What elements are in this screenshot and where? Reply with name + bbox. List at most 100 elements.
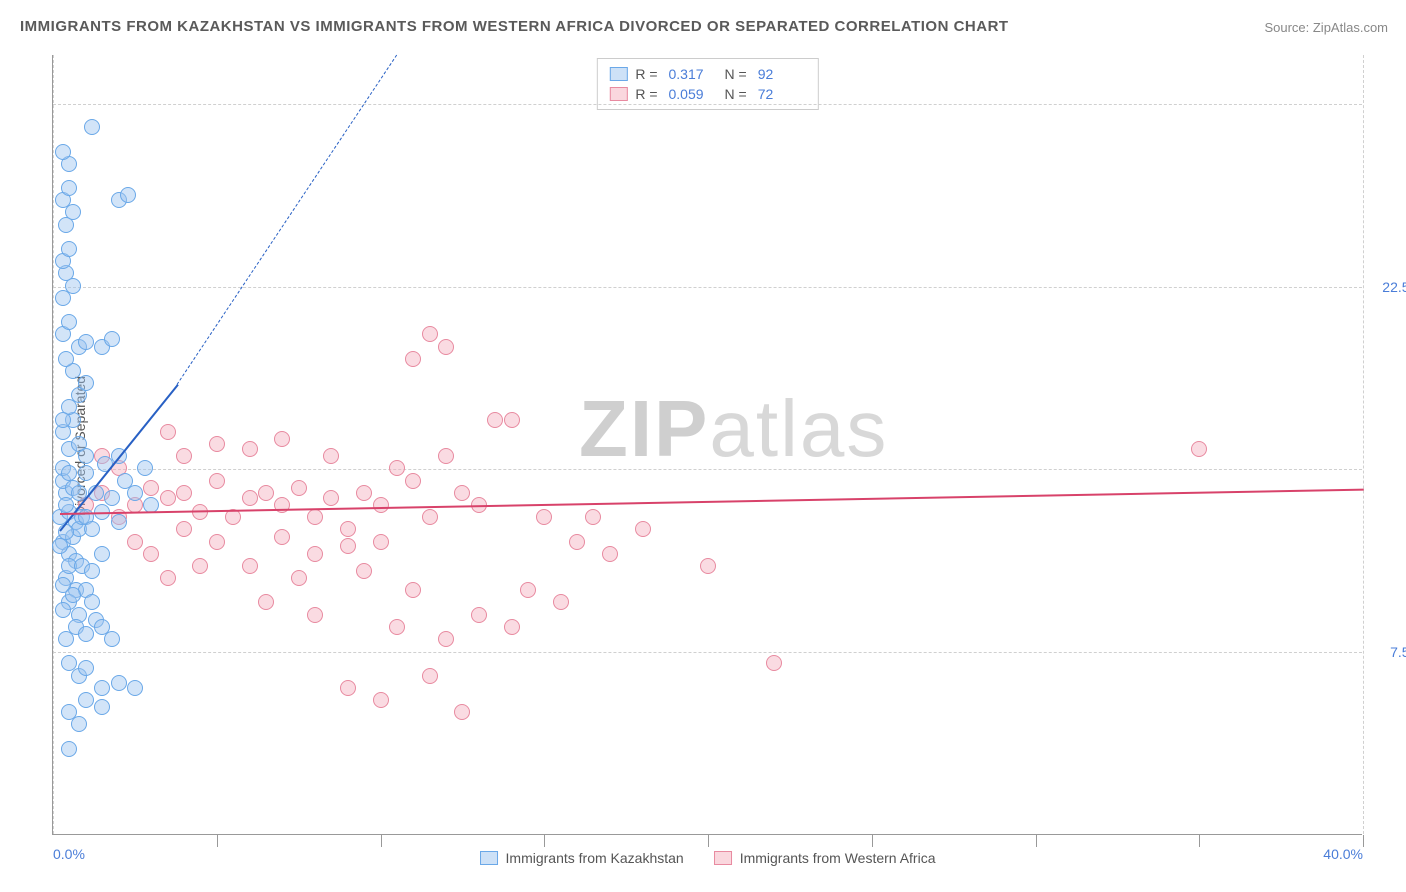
scatter-point-kazakhstan — [84, 119, 100, 135]
gridline-v — [53, 55, 54, 834]
scatter-point-western_africa — [356, 485, 372, 501]
scatter-point-western_africa — [553, 594, 569, 610]
scatter-point-kazakhstan — [111, 514, 127, 530]
swatch-pink-icon — [609, 87, 627, 101]
scatter-point-western_africa — [405, 351, 421, 367]
watermark-zip: ZIP — [579, 384, 709, 473]
scatter-point-kazakhstan — [78, 465, 94, 481]
scatter-point-western_africa — [373, 534, 389, 550]
scatter-point-western_africa — [274, 529, 290, 545]
swatch-blue-icon — [480, 851, 498, 865]
scatter-point-western_africa — [323, 448, 339, 464]
r-value-western-africa: 0.059 — [669, 86, 717, 102]
scatter-point-kazakhstan — [58, 351, 74, 367]
scatter-point-kazakhstan — [111, 675, 127, 691]
scatter-point-western_africa — [487, 412, 503, 428]
swatch-pink-icon — [714, 851, 732, 865]
scatter-point-kazakhstan — [84, 521, 100, 537]
scatter-point-western_africa — [373, 692, 389, 708]
x-tick — [872, 835, 873, 847]
correlation-legend: R = 0.317 N = 92 R = 0.059 N = 72 — [596, 58, 818, 110]
x-tick — [1363, 835, 1364, 847]
scatter-point-western_africa — [176, 448, 192, 464]
chart-title: IMMIGRANTS FROM KAZAKHSTAN VS IMMIGRANTS… — [20, 18, 1009, 35]
gridline-h — [53, 652, 1362, 653]
scatter-point-western_africa — [209, 534, 225, 550]
scatter-point-western_africa — [422, 326, 438, 342]
scatter-point-kazakhstan — [78, 626, 94, 642]
scatter-point-western_africa — [405, 582, 421, 598]
gridline-v — [1363, 55, 1364, 834]
gridline-h — [53, 287, 1362, 288]
scatter-point-kazakhstan — [78, 692, 94, 708]
scatter-point-kazakhstan — [94, 680, 110, 696]
scatter-point-western_africa — [307, 607, 323, 623]
scatter-point-western_africa — [536, 509, 552, 525]
legend-label-western-africa: Immigrants from Western Africa — [740, 850, 936, 866]
gridline-h — [53, 469, 1362, 470]
scatter-point-western_africa — [766, 655, 782, 671]
scatter-point-western_africa — [520, 582, 536, 598]
n-value-kazakhstan: 92 — [758, 66, 806, 82]
legend-item-kazakhstan: Immigrants from Kazakhstan — [480, 850, 684, 866]
scatter-point-western_africa — [422, 509, 438, 525]
scatter-point-western_africa — [438, 448, 454, 464]
scatter-point-western_africa — [602, 546, 618, 562]
scatter-point-kazakhstan — [137, 460, 153, 476]
scatter-point-kazakhstan — [61, 741, 77, 757]
scatter-point-kazakhstan — [78, 375, 94, 391]
scatter-point-western_africa — [143, 546, 159, 562]
scatter-point-kazakhstan — [94, 699, 110, 715]
scatter-point-western_africa — [274, 431, 290, 447]
scatter-point-kazakhstan — [120, 187, 136, 203]
scatter-point-kazakhstan — [52, 538, 68, 554]
scatter-point-kazakhstan — [71, 716, 87, 732]
scatter-point-kazakhstan — [84, 594, 100, 610]
source-label: Source: ZipAtlas.com — [1264, 20, 1388, 35]
n-label: N = — [725, 86, 747, 102]
watermark-atlas: atlas — [709, 384, 888, 473]
scatter-point-western_africa — [143, 480, 159, 496]
scatter-point-western_africa — [242, 441, 258, 457]
scatter-point-western_africa — [176, 485, 192, 501]
scatter-point-western_africa — [422, 668, 438, 684]
scatter-point-kazakhstan — [84, 563, 100, 579]
scatter-point-western_africa — [192, 558, 208, 574]
scatter-point-western_africa — [307, 546, 323, 562]
scatter-point-western_africa — [209, 473, 225, 489]
plot-area: ZIPatlas R = 0.317 N = 92 R = 0.059 N = … — [52, 55, 1362, 835]
r-label: R = — [635, 66, 657, 82]
scatter-point-kazakhstan — [55, 602, 71, 618]
scatter-point-kazakhstan — [61, 465, 77, 481]
watermark: ZIPatlas — [579, 383, 888, 475]
scatter-point-western_africa — [356, 563, 372, 579]
n-label: N = — [725, 66, 747, 82]
scatter-point-kazakhstan — [127, 485, 143, 501]
scatter-point-western_africa — [405, 473, 421, 489]
scatter-point-kazakhstan — [78, 660, 94, 676]
scatter-point-western_africa — [373, 497, 389, 513]
x-tick — [1199, 835, 1200, 847]
x-tick — [1036, 835, 1037, 847]
scatter-point-western_africa — [1191, 441, 1207, 457]
scatter-point-kazakhstan — [78, 448, 94, 464]
x-tick-label: 0.0% — [53, 846, 85, 862]
scatter-point-western_africa — [323, 490, 339, 506]
legend-row-kazakhstan: R = 0.317 N = 92 — [609, 64, 805, 84]
x-tick-label: 40.0% — [1323, 846, 1363, 862]
scatter-point-western_africa — [340, 521, 356, 537]
scatter-point-western_africa — [160, 424, 176, 440]
scatter-point-western_africa — [258, 485, 274, 501]
scatter-point-western_africa — [176, 521, 192, 537]
series-legend: Immigrants from Kazakhstan Immigrants fr… — [480, 850, 936, 866]
scatter-point-western_africa — [438, 339, 454, 355]
scatter-point-western_africa — [209, 436, 225, 452]
scatter-point-western_africa — [389, 619, 405, 635]
scatter-point-western_africa — [454, 485, 470, 501]
scatter-point-kazakhstan — [58, 497, 74, 513]
scatter-point-kazakhstan — [55, 144, 71, 160]
scatter-point-western_africa — [504, 619, 520, 635]
scatter-point-western_africa — [160, 570, 176, 586]
r-value-kazakhstan: 0.317 — [669, 66, 717, 82]
scatter-point-kazakhstan — [61, 180, 77, 196]
